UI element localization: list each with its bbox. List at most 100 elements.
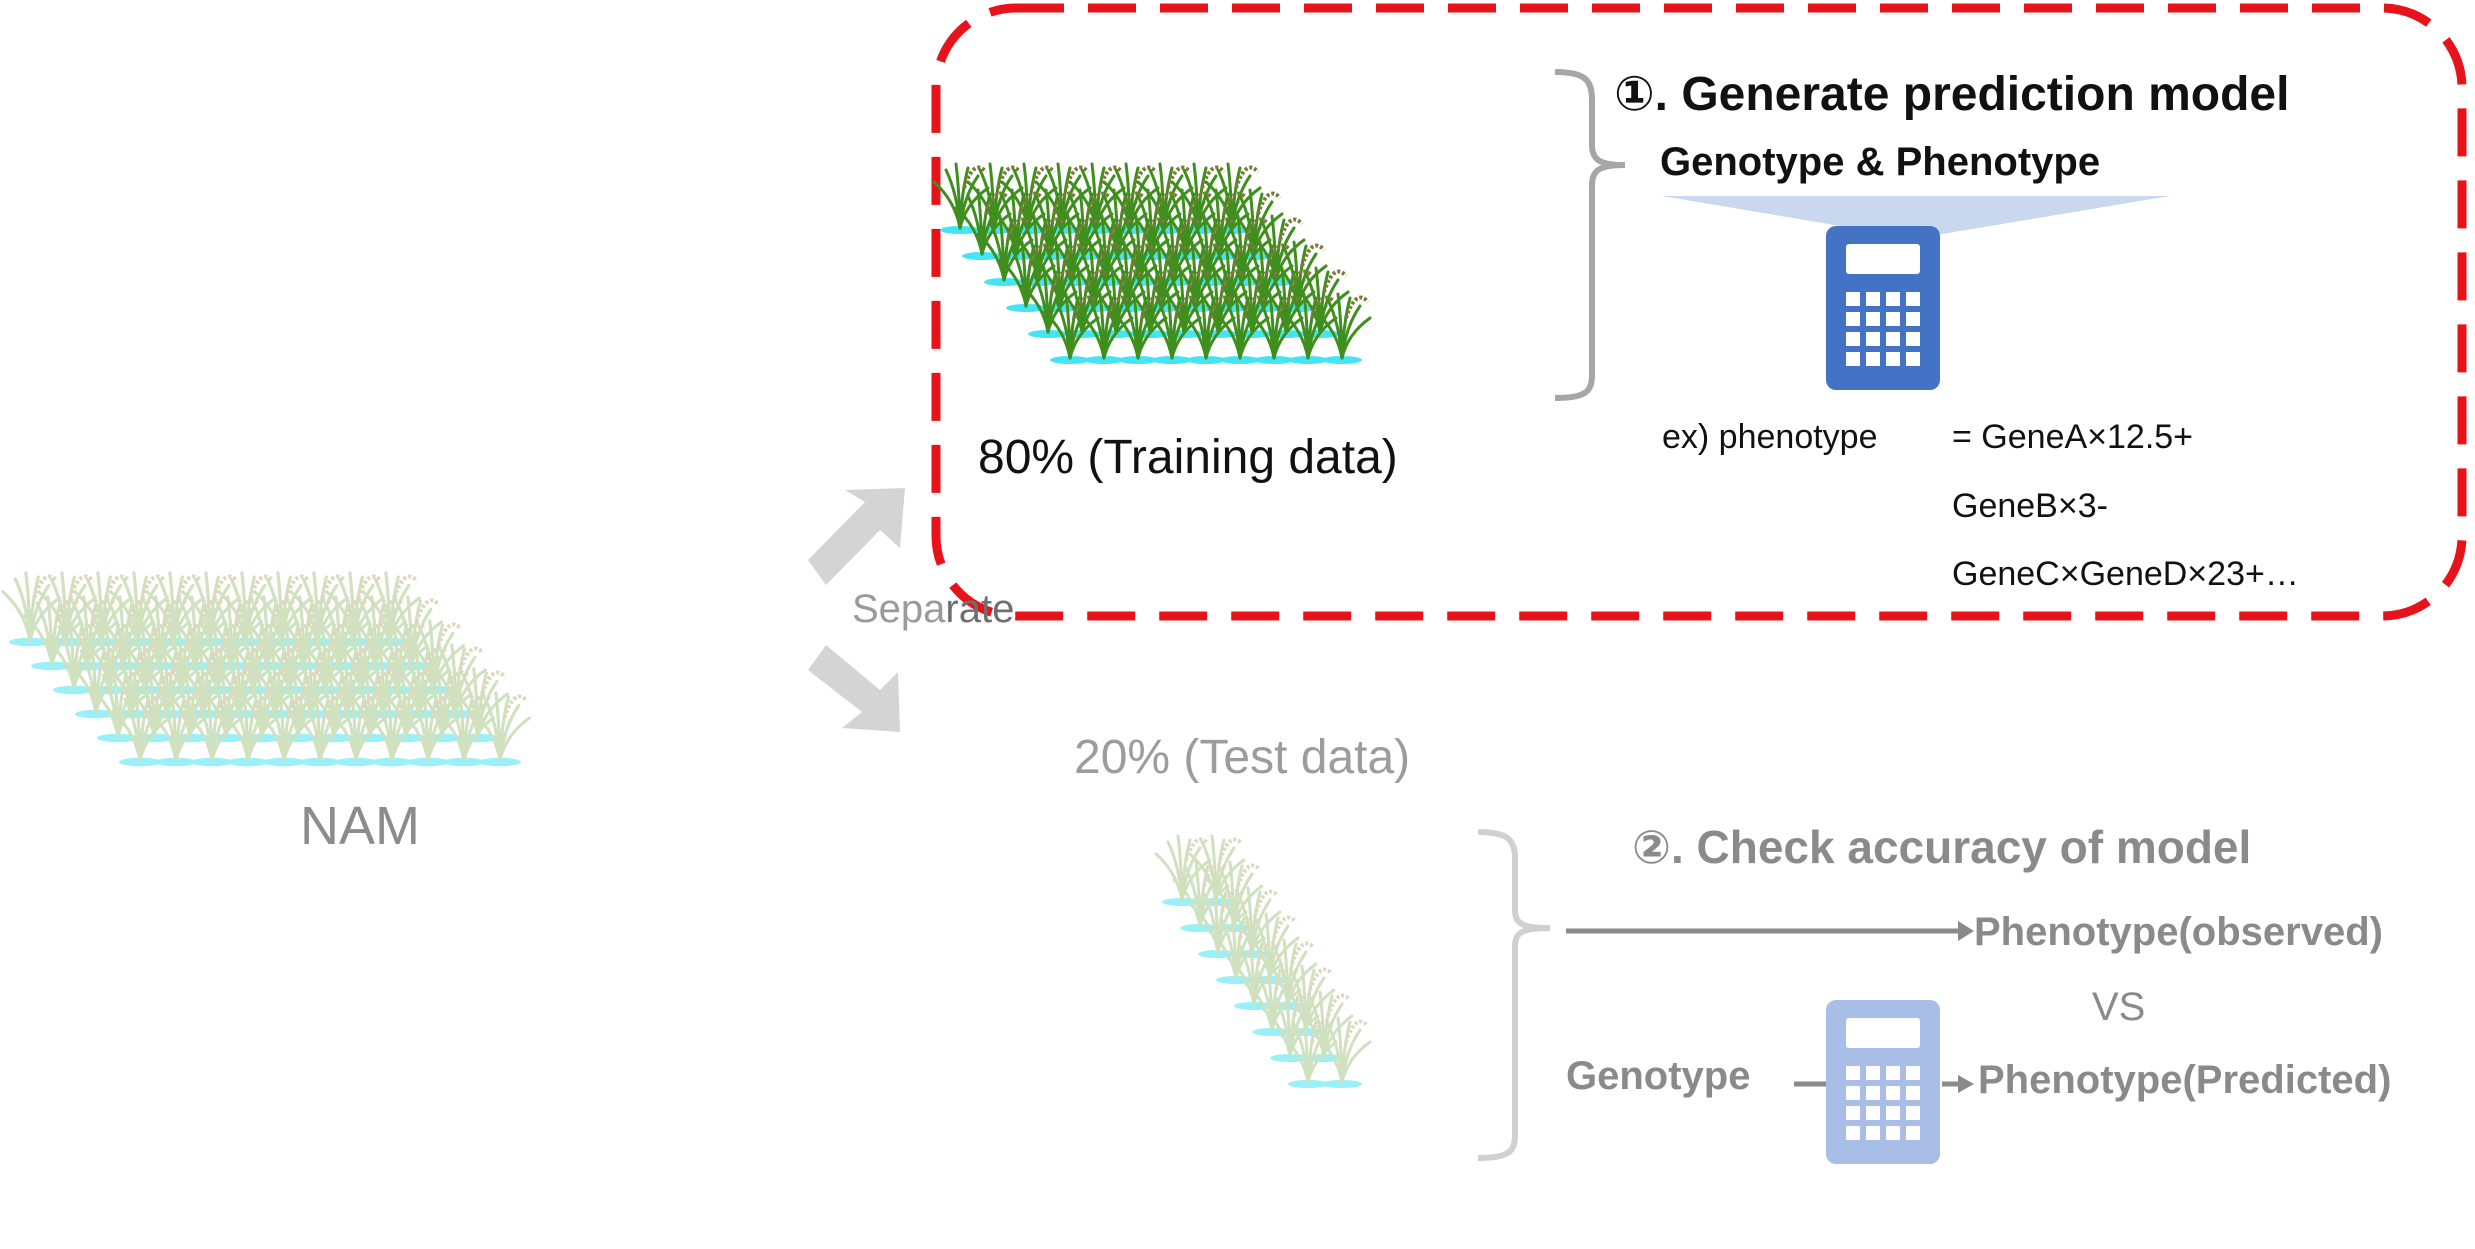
vs-label: VS (2092, 985, 2146, 1029)
rice-plant (255, 691, 315, 767)
calculator-key (1846, 292, 1860, 306)
rice-plant (1144, 292, 1202, 364)
equation-line-2: GeneB×3- (1952, 487, 2108, 525)
rice-plant (1314, 1016, 1372, 1088)
rice-plant (1280, 292, 1338, 364)
rice-plant (89, 667, 149, 743)
calculator-icon (1826, 226, 1940, 390)
rice-plant (23, 595, 83, 671)
rice-plant (998, 240, 1056, 312)
calculator-key (1906, 1106, 1920, 1120)
calculator-key (1906, 1066, 1920, 1080)
calculator-key (1906, 292, 1920, 306)
arrow-down-icon (808, 645, 900, 732)
calculator-key (1906, 1126, 1920, 1140)
calculator-key (1886, 1066, 1900, 1080)
calculator-key (1906, 312, 1920, 326)
rice-plant (1178, 292, 1236, 364)
predicted-arrowhead-icon (1958, 1075, 1974, 1093)
calculator-key (1866, 1126, 1880, 1140)
calculator-key (1846, 1086, 1860, 1100)
calculator-key (1866, 312, 1880, 326)
calculator-key (1846, 312, 1860, 326)
calculator-key (1846, 1066, 1860, 1080)
rice-plant (471, 691, 531, 767)
rice-plant (363, 691, 423, 767)
genotype-phenotype-label: Genotype & Phenotype (1660, 140, 2101, 184)
rice-plant (327, 691, 387, 767)
rice-plant (291, 691, 351, 767)
equation-prefix: ex) phenotype (1662, 418, 1878, 456)
rice-plant (1, 571, 61, 647)
rice-plant (183, 691, 243, 767)
equation-line-3: GeneC×GeneD×23+… (1952, 555, 2299, 593)
phenotype-predicted-label: Phenotype(Predicted) (1978, 1058, 2392, 1102)
calculator-key (1846, 1106, 1860, 1120)
calculator-key (1906, 1086, 1920, 1100)
training-data-label: 80% (Training data) (978, 431, 1398, 484)
rice-plant (1292, 266, 1350, 338)
nam-plant-field (1, 571, 531, 767)
rice-plant (67, 643, 127, 719)
rice-plant (932, 162, 990, 234)
calculator-key (1906, 332, 1920, 346)
rice-plant (111, 691, 171, 767)
bracket-test (1477, 829, 1551, 1161)
calculator-key (1866, 1086, 1880, 1100)
rice-plant (399, 691, 459, 767)
test-plant-field (1154, 834, 1372, 1088)
rice-plant (435, 691, 495, 767)
step1-title: ①. Generate prediction model (1614, 68, 2290, 121)
arrow-up-icon (808, 488, 905, 585)
rice-plant (1212, 292, 1270, 364)
calculator-key (1906, 352, 1920, 366)
calculator-key (1866, 1066, 1880, 1080)
rice-plant (147, 691, 207, 767)
fan-shape (1662, 196, 2170, 236)
calculator-key (1886, 312, 1900, 326)
separate-label: Separate (852, 587, 1014, 632)
rice-plant (954, 188, 1012, 260)
rice-plant (1280, 1016, 1338, 1088)
calculator-key (1886, 1106, 1900, 1120)
calculator-key (1886, 332, 1900, 346)
rice-plant (1020, 266, 1078, 338)
phenotype-observed-label: Phenotype(observed) (1974, 910, 2383, 954)
calculator-key (1866, 332, 1880, 346)
step2-title: ②. Check accuracy of model (1632, 821, 2252, 873)
calculator-key (1846, 352, 1860, 366)
separate-label-part2: rate (945, 587, 1015, 631)
calculator-key (1886, 1086, 1900, 1100)
rice-plant (976, 214, 1034, 286)
rice-plant (1110, 292, 1168, 364)
calculator-key (1846, 332, 1860, 346)
calculator-key (1886, 352, 1900, 366)
bracket-train (1554, 69, 1626, 401)
equation-line-1: = GeneA×12.5+ (1952, 418, 2194, 456)
rice-plant (45, 619, 105, 695)
calculator-faded-icon (1826, 1000, 1940, 1164)
test-data-label: 20% (Test data) (1074, 731, 1411, 784)
rice-plant (1122, 266, 1180, 338)
rice-plant (1076, 292, 1134, 364)
genotype-label: Genotype (1566, 1054, 1751, 1098)
calculator-key (1866, 1106, 1880, 1120)
calculator-key (1866, 352, 1880, 366)
calculator-key (1866, 292, 1880, 306)
rice-plant (219, 691, 279, 767)
nam-label: NAM (300, 796, 420, 856)
calculator-key (1886, 292, 1900, 306)
calculator-key (1846, 1126, 1860, 1140)
rice-plant (269, 667, 329, 743)
rice-plant (1042, 292, 1100, 364)
calculator-key (1886, 1126, 1900, 1140)
rice-plant (1246, 292, 1304, 364)
rice-plant (1314, 292, 1372, 364)
separate-label-part1: Sepa (852, 587, 946, 631)
rice-plant (1054, 266, 1112, 338)
training-plant-field (932, 162, 1372, 364)
rice-plant (161, 667, 221, 743)
observed-arrowhead-icon (1958, 921, 1974, 941)
highlight-box (931, 3, 2467, 621)
